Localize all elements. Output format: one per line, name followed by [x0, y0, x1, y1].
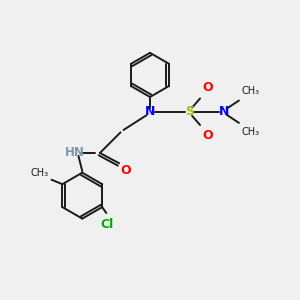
Text: N: N — [145, 105, 155, 118]
Text: N: N — [218, 105, 229, 118]
Text: S: S — [185, 105, 194, 118]
Text: O: O — [203, 81, 213, 94]
Text: O: O — [203, 129, 213, 142]
Text: CH₃: CH₃ — [31, 168, 49, 178]
Text: CH₃: CH₃ — [241, 127, 260, 137]
Text: O: O — [121, 164, 131, 177]
Text: CH₃: CH₃ — [241, 86, 260, 96]
Text: Cl: Cl — [101, 218, 114, 231]
Text: HN: HN — [65, 146, 85, 159]
